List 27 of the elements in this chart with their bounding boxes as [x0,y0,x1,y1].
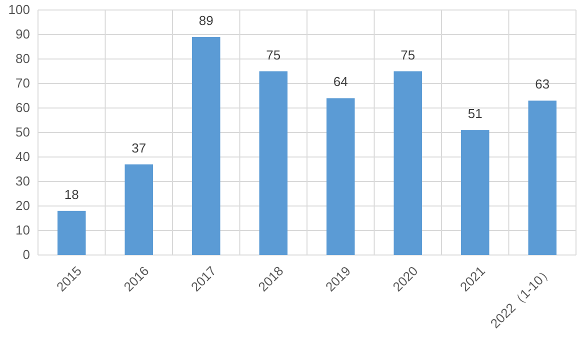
bar [124,164,153,255]
data-label: 75 [266,47,281,62]
data-label: 18 [64,186,79,202]
y-tick-label: 30 [16,174,30,188]
data-label: 75 [400,47,416,62]
bar [326,98,355,255]
y-tick-label: 70 [16,76,30,90]
bar [259,71,288,255]
y-tick-label: 90 [16,26,30,42]
bar [528,100,556,255]
bar [394,71,422,255]
bar [192,36,220,255]
y-tick-label: 20 [16,198,30,213]
y-tick-label: 0 [22,247,30,262]
y-tick-label: 50 [16,124,30,140]
data-label: 89 [198,12,214,28]
y-tick-label: 100 [8,2,30,17]
y-tick-label: 60 [16,100,30,115]
bar [461,130,490,255]
data-label: 51 [468,106,482,122]
data-label: 64 [333,74,348,90]
data-label: 63 [535,76,550,92]
y-tick-label: 40 [16,149,30,164]
data-label: 37 [132,140,146,156]
y-tick-label: 80 [16,51,30,66]
bar [58,210,86,255]
y-tick-label: 10 [16,222,30,238]
